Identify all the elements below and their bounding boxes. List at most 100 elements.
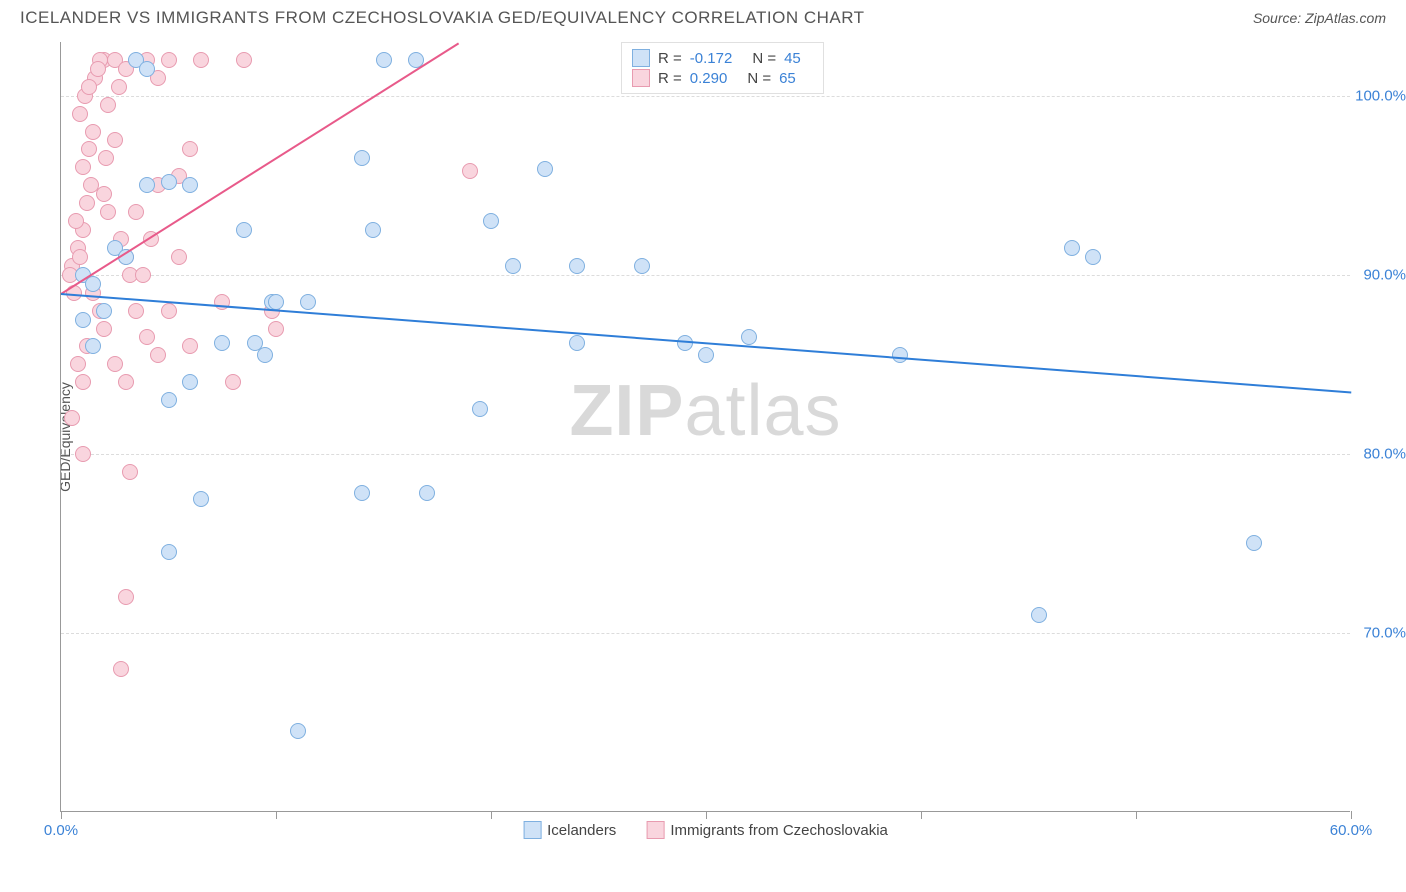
scatter-point-series1	[182, 374, 198, 390]
legend-swatch	[632, 69, 650, 87]
scatter-point-series2	[236, 52, 252, 68]
legend-series-label: Immigrants from Czechoslovakia	[670, 822, 888, 839]
scatter-point-series1	[161, 174, 177, 190]
scatter-point-series1	[892, 347, 908, 363]
gridline	[61, 633, 1350, 634]
chart-area: GED/Equivalency ZIPatlas 70.0%80.0%90.0%…	[50, 32, 1386, 842]
scatter-point-series2	[70, 356, 86, 372]
scatter-point-series2	[171, 249, 187, 265]
scatter-point-series1	[75, 312, 91, 328]
x-tick-label: 0.0%	[44, 822, 78, 839]
gridline	[61, 454, 1350, 455]
scatter-point-series1	[537, 161, 553, 177]
chart-title: ICELANDER VS IMMIGRANTS FROM CZECHOSLOVA…	[20, 8, 865, 28]
scatter-point-series1	[139, 177, 155, 193]
scatter-point-series1	[214, 335, 230, 351]
scatter-point-series1	[1246, 535, 1262, 551]
scatter-point-series2	[113, 661, 129, 677]
scatter-point-series2	[96, 321, 112, 337]
scatter-point-series1	[85, 338, 101, 354]
scatter-point-series1	[139, 61, 155, 77]
scatter-point-series2	[64, 410, 80, 426]
scatter-point-series2	[98, 150, 114, 166]
scatter-point-series2	[107, 132, 123, 148]
scatter-point-series2	[72, 249, 88, 265]
scatter-point-series1	[376, 52, 392, 68]
scatter-point-series2	[96, 186, 112, 202]
legend-stats-row: R = -0.172N = 45	[632, 49, 813, 67]
y-tick-label: 70.0%	[1363, 624, 1406, 641]
scatter-point-series2	[128, 204, 144, 220]
scatter-point-series2	[161, 52, 177, 68]
scatter-point-series1	[290, 723, 306, 739]
y-tick-label: 100.0%	[1355, 87, 1406, 104]
scatter-point-series2	[85, 124, 101, 140]
scatter-point-series1	[569, 335, 585, 351]
scatter-point-series1	[505, 258, 521, 274]
scatter-point-series2	[75, 159, 91, 175]
scatter-point-series1	[1064, 240, 1080, 256]
scatter-point-series2	[118, 374, 134, 390]
scatter-point-series1	[300, 294, 316, 310]
scatter-point-series2	[462, 163, 478, 179]
scatter-point-series1	[698, 347, 714, 363]
x-tick	[706, 811, 707, 819]
legend-stats: R = -0.172N = 45 R = 0.290N = 65	[621, 42, 824, 94]
scatter-point-series1	[236, 222, 252, 238]
legend-stats-row: R = 0.290N = 65	[632, 69, 813, 87]
scatter-point-series2	[79, 195, 95, 211]
legend-series-item: Icelanders	[523, 821, 616, 839]
scatter-point-series2	[72, 106, 88, 122]
scatter-point-series1	[354, 485, 370, 501]
x-tick	[921, 811, 922, 819]
scatter-point-series1	[634, 258, 650, 274]
scatter-point-series1	[161, 392, 177, 408]
scatter-point-series2	[100, 204, 116, 220]
chart-source: Source: ZipAtlas.com	[1253, 10, 1386, 26]
legend-swatch	[632, 49, 650, 67]
gridline	[61, 96, 1350, 97]
scatter-point-series2	[268, 321, 284, 337]
scatter-point-series2	[81, 141, 97, 157]
legend-swatch	[646, 821, 664, 839]
scatter-point-series1	[419, 485, 435, 501]
x-tick	[491, 811, 492, 819]
scatter-point-series1	[569, 258, 585, 274]
scatter-point-series2	[118, 589, 134, 605]
scatter-point-series1	[268, 294, 284, 310]
scatter-point-series1	[257, 347, 273, 363]
scatter-point-series2	[139, 329, 155, 345]
scatter-point-series2	[68, 213, 84, 229]
scatter-point-series1	[741, 329, 757, 345]
scatter-point-series2	[100, 97, 116, 113]
scatter-point-series1	[483, 213, 499, 229]
watermark: ZIPatlas	[569, 370, 841, 452]
legend-series: Icelanders Immigrants from Czechoslovakia	[523, 821, 888, 839]
x-tick	[1351, 811, 1352, 819]
scatter-point-series2	[135, 267, 151, 283]
scatter-point-series1	[193, 491, 209, 507]
x-tick	[276, 811, 277, 819]
legend-swatch	[523, 821, 541, 839]
y-tick-label: 90.0%	[1363, 266, 1406, 283]
legend-series-label: Icelanders	[547, 822, 616, 839]
legend-series-item: Immigrants from Czechoslovakia	[646, 821, 888, 839]
scatter-point-series2	[81, 79, 97, 95]
scatter-point-series1	[365, 222, 381, 238]
scatter-point-series1	[1085, 249, 1101, 265]
scatter-point-series2	[193, 52, 209, 68]
scatter-point-series1	[472, 401, 488, 417]
x-tick	[1136, 811, 1137, 819]
scatter-point-series2	[182, 141, 198, 157]
scatter-point-series2	[128, 303, 144, 319]
x-tick	[61, 811, 62, 819]
scatter-point-series2	[90, 61, 106, 77]
scatter-point-series2	[75, 374, 91, 390]
scatter-point-series2	[122, 464, 138, 480]
scatter-point-series1	[182, 177, 198, 193]
y-tick-label: 80.0%	[1363, 445, 1406, 462]
scatter-point-series1	[354, 150, 370, 166]
scatter-point-series1	[96, 303, 112, 319]
scatter-point-series2	[225, 374, 241, 390]
scatter-point-series2	[182, 338, 198, 354]
